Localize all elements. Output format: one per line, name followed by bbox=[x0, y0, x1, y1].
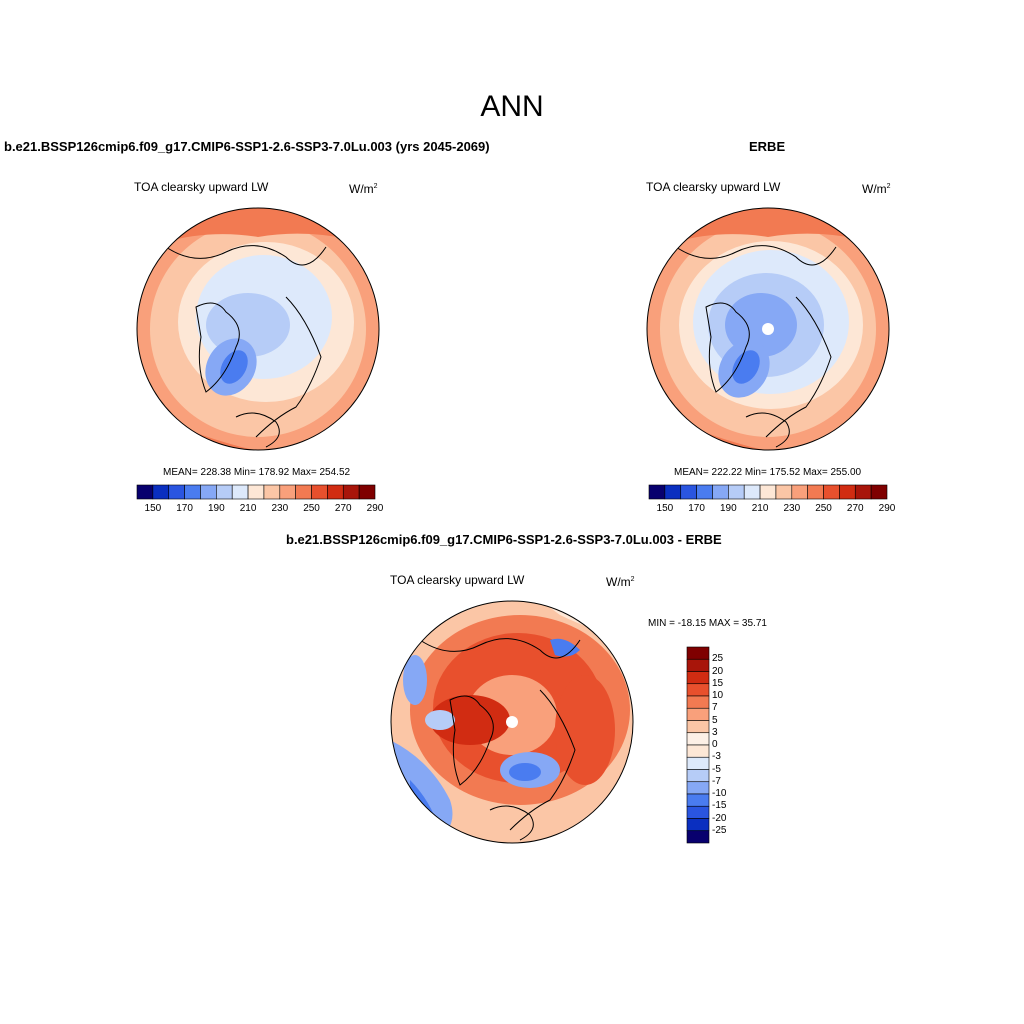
colorbar-swatch bbox=[686, 707, 710, 721]
colorbar-tick-label: 0 bbox=[712, 739, 718, 750]
colorbar-swatch bbox=[648, 484, 666, 500]
colorbar-swatch bbox=[686, 805, 710, 819]
colorbar-swatch bbox=[184, 484, 201, 500]
units-label-left: W/m2 bbox=[349, 182, 378, 196]
colorbar-swatch bbox=[854, 484, 872, 500]
colorbar-tick-label: 7 bbox=[712, 702, 718, 714]
colorbar-swatch bbox=[686, 732, 710, 746]
colorbar-tick-label: 5 bbox=[712, 714, 718, 726]
colorbar-swatch bbox=[870, 484, 888, 500]
stats-left: MEAN= 228.38 Min= 178.92 Max= 254.52 bbox=[163, 467, 351, 478]
colorbar-tick-label: -15 bbox=[712, 800, 727, 812]
colorbar-swatch bbox=[686, 818, 710, 832]
colorbar-difference bbox=[686, 646, 710, 844]
figure-title: ANN bbox=[480, 90, 544, 123]
colorbar-tick-label: -25 bbox=[712, 824, 727, 836]
colorbar-tick-label: -7 bbox=[712, 775, 721, 787]
colorbar-tick-label: 190 bbox=[207, 503, 225, 514]
colorbar-ticks-difference: 25 20 15 10 7 5 3 0 -3 -5 -7 -10 -15 -20 -25 bbox=[712, 647, 752, 843]
colorbar-swatch bbox=[263, 484, 281, 500]
colorbar-swatch bbox=[686, 658, 710, 672]
colorbar-tick-label: -10 bbox=[712, 788, 727, 799]
colorbar-swatch bbox=[200, 484, 217, 500]
colorbar-swatch bbox=[686, 756, 710, 770]
colorbar-tick-label: 270 bbox=[846, 503, 864, 514]
units-label-diff: W/m2 bbox=[606, 575, 635, 589]
colorbar-swatch bbox=[327, 484, 344, 500]
colorbar-swatch bbox=[686, 646, 710, 660]
panel-title-obs: ERBE bbox=[749, 139, 786, 154]
variable-label-diff: TOA clearsky upward LW bbox=[390, 573, 525, 587]
colorbar-tick-label: 250 bbox=[303, 503, 320, 514]
colorbar-swatch bbox=[358, 484, 376, 500]
colorbar-tick-label: 3 bbox=[712, 726, 718, 738]
stats-right: MEAN= 222.22 Min= 175.52 Max= 255.00 bbox=[674, 467, 862, 478]
colorbar-swatch bbox=[247, 484, 265, 500]
colorbar-swatch bbox=[712, 484, 729, 500]
colorbar-swatch bbox=[686, 781, 710, 795]
colorbar-tick-label: 270 bbox=[334, 503, 352, 514]
colorbar-swatch bbox=[743, 484, 761, 500]
colorbar-swatch bbox=[839, 484, 856, 500]
colorbar-swatch bbox=[279, 484, 296, 500]
colorbar-swatch bbox=[664, 484, 682, 500]
colorbar-ticks-right: 150 170 190 210 230 250 270 290 bbox=[649, 503, 896, 517]
colorbar-swatch bbox=[686, 671, 710, 685]
colorbar-swatch bbox=[807, 484, 824, 500]
colorbar-swatch bbox=[686, 793, 710, 807]
panel-title-model: b.e21.BSSP126cmip6.f09_g17.CMIP6-SSP1-2.… bbox=[4, 139, 490, 154]
variable-label-right: TOA clearsky upward LW bbox=[646, 180, 781, 194]
colorbar-tick-label: 230 bbox=[783, 503, 801, 514]
colorbar-tick-label: 150 bbox=[144, 503, 162, 514]
colorbar-swatch bbox=[759, 484, 777, 500]
colorbar-tick-label: 290 bbox=[366, 503, 384, 514]
colorbar-left bbox=[136, 484, 376, 500]
colorbar-tick-label: -20 bbox=[712, 812, 727, 824]
colorbar-tick-label: 210 bbox=[751, 503, 769, 514]
colorbar-swatch bbox=[686, 744, 710, 758]
colorbar-swatch bbox=[686, 769, 710, 783]
colorbar-swatch bbox=[686, 830, 710, 844]
colorbar-swatch bbox=[136, 484, 154, 500]
colorbar-swatch bbox=[680, 484, 697, 500]
polar-map-obs bbox=[646, 207, 890, 451]
colorbar-tick-label: 170 bbox=[688, 503, 705, 514]
colorbar-tick-label: 250 bbox=[815, 503, 832, 514]
colorbar-swatch bbox=[791, 484, 808, 500]
colorbar-tick-label: 290 bbox=[878, 503, 896, 514]
variable-label-left: TOA clearsky upward LW bbox=[134, 180, 269, 194]
colorbar-swatch bbox=[823, 484, 840, 500]
colorbar-swatch bbox=[686, 720, 710, 734]
colorbar-tick-label: 10 bbox=[712, 690, 724, 701]
colorbar-swatch bbox=[686, 695, 710, 709]
colorbar-tick-label: 190 bbox=[719, 503, 737, 514]
colorbar-swatch bbox=[311, 484, 328, 500]
colorbar-tick-label: -5 bbox=[712, 763, 721, 775]
colorbar-tick-label: 150 bbox=[656, 503, 674, 514]
colorbar-tick-label: 20 bbox=[712, 665, 724, 677]
colorbar-swatch bbox=[775, 484, 793, 500]
colorbar-tick-label: -3 bbox=[712, 751, 721, 763]
colorbar-tick-label: 170 bbox=[176, 503, 193, 514]
colorbar-swatch bbox=[231, 484, 249, 500]
panel-title-difference: b.e21.BSSP126cmip6.f09_g17.CMIP6-SSP1-2.… bbox=[286, 532, 722, 547]
colorbar-ticks-left: 150 170 190 210 230 250 270 290 bbox=[137, 503, 384, 517]
colorbar-swatch bbox=[295, 484, 312, 500]
colorbar-swatch bbox=[216, 484, 233, 500]
polar-map-difference bbox=[390, 600, 634, 844]
colorbar-right bbox=[648, 484, 888, 500]
colorbar-swatch bbox=[152, 484, 170, 500]
polar-map-model bbox=[136, 207, 380, 451]
colorbar-tick-label: 15 bbox=[712, 677, 724, 689]
stats-difference: MIN = -18.15 MAX = 35.71 bbox=[648, 618, 767, 629]
colorbar-swatch bbox=[686, 683, 710, 697]
units-label-right: W/m2 bbox=[862, 182, 891, 196]
colorbar-swatch bbox=[342, 484, 360, 500]
colorbar-swatch bbox=[728, 484, 745, 500]
colorbar-tick-label: 210 bbox=[239, 503, 257, 514]
colorbar-swatch bbox=[168, 484, 185, 500]
colorbar-tick-label: 230 bbox=[271, 503, 289, 514]
colorbar-swatch bbox=[696, 484, 713, 500]
colorbar-tick-label: 25 bbox=[712, 653, 724, 665]
